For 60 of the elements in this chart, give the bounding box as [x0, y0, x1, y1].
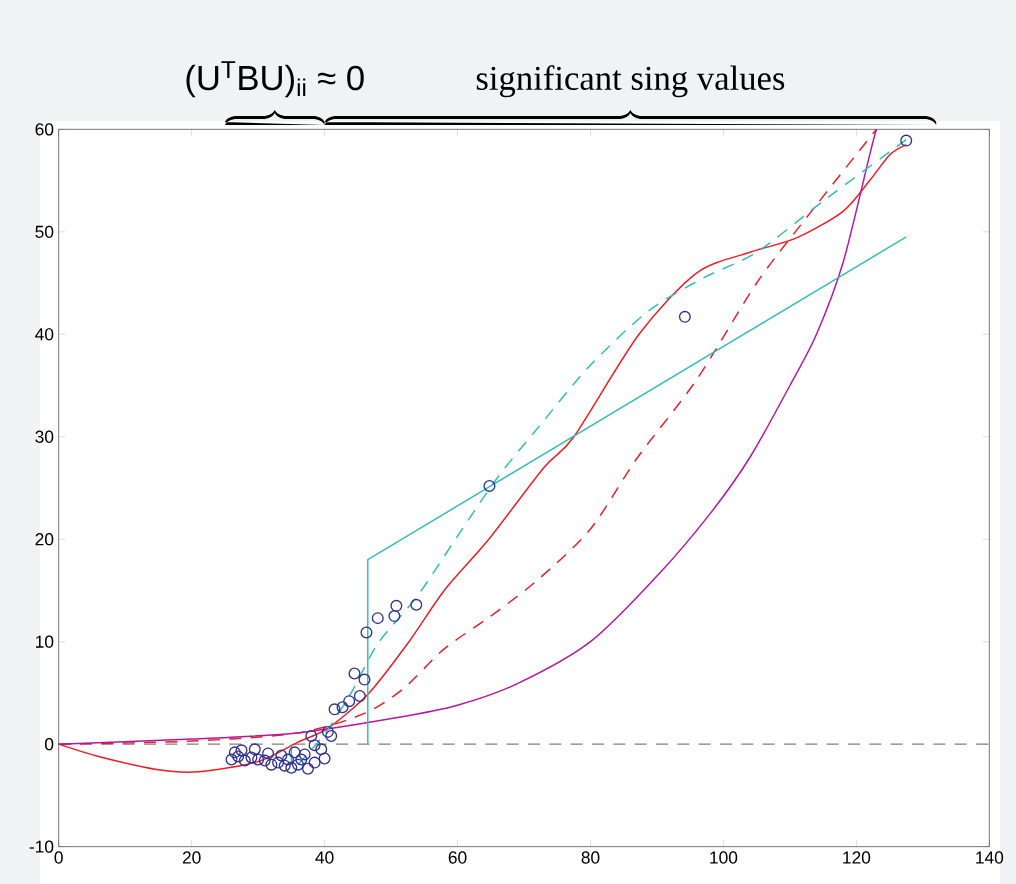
point [328, 703, 341, 716]
point [228, 746, 241, 759]
y-tick-label: 20 [35, 533, 54, 546]
x-tick-label: 20 [182, 851, 201, 864]
point [272, 756, 285, 769]
y-tick-label: 40 [35, 328, 54, 341]
point [298, 748, 311, 761]
point [275, 749, 288, 762]
point [371, 612, 384, 625]
point [358, 673, 371, 686]
point [262, 747, 275, 760]
point [325, 729, 338, 742]
point [388, 610, 401, 623]
point [390, 599, 403, 612]
point [291, 758, 304, 771]
point [295, 753, 308, 766]
point [301, 762, 314, 775]
y-tick-label: 60 [35, 123, 54, 136]
point [900, 134, 913, 147]
point [282, 753, 295, 766]
y-tick-label: 10 [36, 635, 54, 648]
point [225, 753, 238, 766]
point [483, 479, 496, 492]
x-tick-label: 0 [54, 851, 63, 864]
point [232, 750, 245, 763]
point [285, 761, 298, 774]
y-tick-label: 50 [35, 225, 54, 238]
point [678, 310, 691, 323]
point [308, 756, 321, 769]
point [265, 758, 278, 771]
text: (U$^{T}$BU)$_{ii}$ ≈ 0 [186, 61, 364, 98]
point [305, 729, 318, 742]
point [238, 754, 251, 767]
x-tick-label: 100 [710, 851, 738, 864]
point [318, 752, 331, 765]
y-tick-label: -10 [29, 840, 54, 853]
x-tick-label: 80 [581, 851, 600, 864]
text: significant sing values [476, 65, 785, 98]
point [248, 743, 261, 756]
y-tick-label: 30 [35, 430, 54, 443]
point [235, 744, 248, 757]
point [410, 598, 423, 611]
point [278, 759, 291, 772]
point [353, 690, 366, 703]
x-tick-label: 40 [315, 851, 334, 864]
point [308, 739, 321, 752]
point [343, 695, 356, 708]
point [348, 667, 361, 680]
point [288, 746, 301, 759]
x-tick-label: 60 [448, 851, 467, 864]
point [360, 626, 373, 639]
x-tick-label: 140 [976, 851, 1004, 864]
point [252, 753, 265, 766]
point [258, 754, 271, 767]
x-tick-label: 120 [843, 851, 871, 864]
point [321, 725, 334, 738]
point [315, 743, 328, 756]
point [336, 701, 349, 714]
y-tick-label: 0 [44, 738, 54, 751]
point [245, 751, 258, 764]
